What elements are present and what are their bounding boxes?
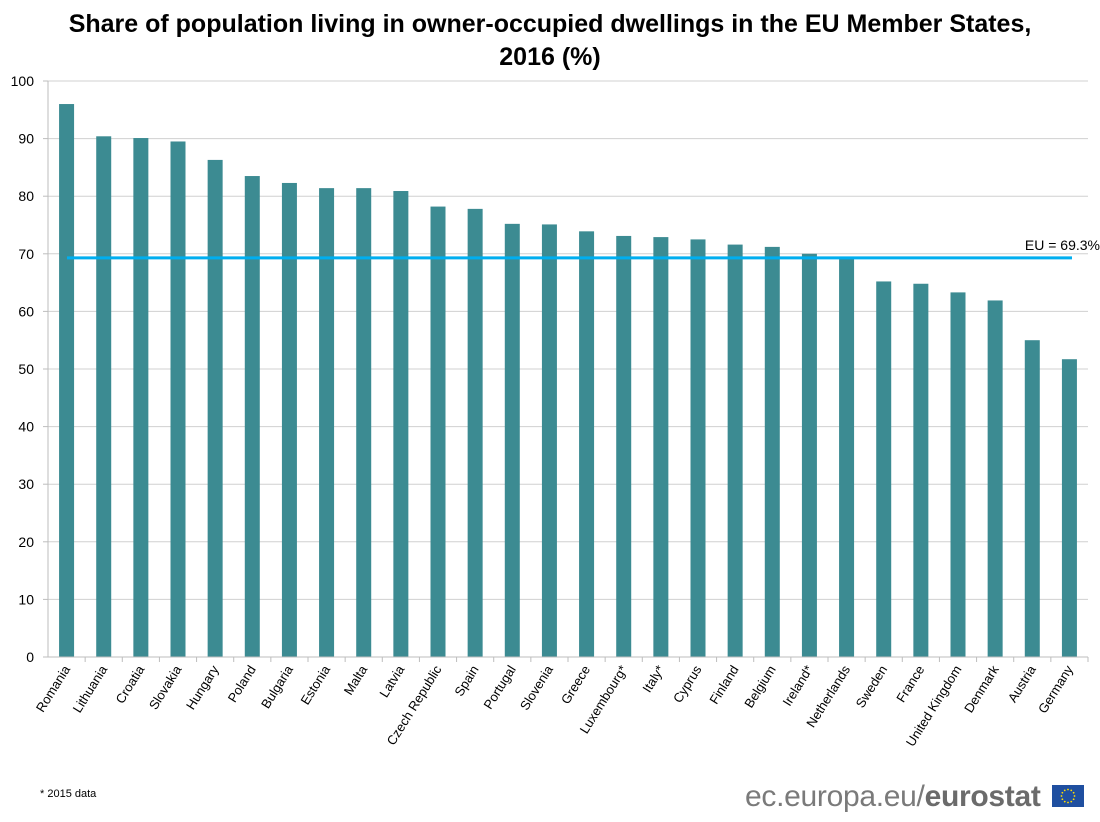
star-icon <box>1073 795 1076 797</box>
footnote: * 2015 data <box>40 788 97 800</box>
x-tick-label: Denmark <box>961 662 1002 715</box>
bar-poland <box>244 176 260 658</box>
x-tick-label: Lithuania <box>70 662 111 715</box>
x-tick-label: Poland <box>225 663 259 705</box>
star-icon <box>1072 798 1075 801</box>
bar-ireland- <box>801 253 817 658</box>
x-tick-label: Italy* <box>639 663 667 695</box>
bar-estonia <box>319 188 335 658</box>
eu-average-label: EU = 69.3% <box>1025 237 1100 253</box>
bar-sweden <box>876 281 892 657</box>
logo-name: eurostat <box>924 780 1041 813</box>
star-icon <box>1060 795 1063 797</box>
x-tick-label: Sweden <box>853 663 891 711</box>
eurostat-logo[interactable]: ec.europa.eu/eurostat <box>745 780 1041 814</box>
bar-slovakia <box>170 141 186 658</box>
chart-title: Share of population living in owner-occu… <box>0 8 1100 74</box>
x-tick-label: Germany <box>1035 662 1076 716</box>
y-tick-label: 40 <box>18 419 34 435</box>
star-icon <box>1067 801 1069 804</box>
bar-belgium <box>764 246 780 657</box>
bar-netherlands <box>839 257 855 657</box>
bar-malta <box>356 188 372 658</box>
y-tick-label: 0 <box>26 649 34 665</box>
bar-croatia <box>133 138 149 658</box>
star-icon <box>1070 800 1073 803</box>
bar-portugal <box>504 223 520 657</box>
y-tick-label: 30 <box>18 476 34 492</box>
chart-title-line2: 2016 (%) <box>499 43 601 71</box>
bar-romania <box>59 104 75 658</box>
x-tick-label: Slovenia <box>517 662 557 713</box>
y-tick-label: 70 <box>18 246 34 262</box>
bar-germany <box>1061 359 1077 657</box>
x-tick-label: Portugal <box>480 663 518 712</box>
x-tick-label: Cyprus <box>670 662 705 705</box>
x-tick-label: Greece <box>558 663 593 707</box>
y-tick-label: 20 <box>18 534 34 550</box>
y-tick-label: 90 <box>18 131 34 147</box>
x-tick-label: Bulgaria <box>258 662 296 711</box>
bar-czech-republic <box>430 206 446 657</box>
star-icon <box>1061 791 1064 794</box>
bar-greece <box>579 231 595 657</box>
eu-flag-icon <box>1052 785 1084 807</box>
star-icon <box>1063 789 1066 792</box>
bar-cyprus <box>690 239 706 657</box>
star-icon <box>1070 789 1073 792</box>
x-tick-label: Hungary <box>183 662 222 712</box>
y-tick-label: 50 <box>18 361 34 377</box>
chart-title-line1: Share of population living in owner-occu… <box>68 10 1032 38</box>
y-tick-label: 60 <box>18 303 34 319</box>
x-tick-label: France <box>893 663 927 705</box>
bar-bulgaria <box>281 182 297 657</box>
x-tick-label: Malta <box>341 662 371 698</box>
star-icon <box>1067 788 1069 791</box>
bar-united-kingdom <box>950 292 966 657</box>
x-tick-label: Latvia <box>376 662 408 700</box>
x-tick-label: Slovakia <box>146 662 185 712</box>
bar-spain <box>467 208 483 657</box>
bar-denmark <box>987 300 1003 657</box>
y-tick-label: 80 <box>18 188 34 204</box>
star-icon <box>1061 798 1064 801</box>
bar-austria <box>1024 340 1040 657</box>
x-tick-label: Croatia <box>112 662 147 706</box>
x-tick-label: Romania <box>33 662 74 715</box>
x-tick-label: Austria <box>1005 662 1040 705</box>
x-tick-label: Estonia <box>297 662 333 707</box>
bar-italy- <box>653 237 669 657</box>
star-icon <box>1072 791 1075 794</box>
bar-lithuania <box>96 136 112 657</box>
bar-latvia <box>393 191 409 658</box>
x-tick-label: Finland <box>706 663 741 707</box>
y-tick-label: 100 <box>11 73 35 89</box>
bar-luxembourg- <box>616 235 632 657</box>
logo-site: ec.europa.eu/ <box>745 780 925 813</box>
x-tick-label: Belgium <box>741 663 779 711</box>
bar-hungary <box>207 159 223 658</box>
bar-slovenia <box>541 224 557 657</box>
y-tick-label: 10 <box>18 591 34 607</box>
x-tick-label: Spain <box>451 663 481 699</box>
star-icon <box>1063 800 1066 803</box>
x-tick-label: Ireland* <box>780 663 816 709</box>
bar-france <box>913 283 929 657</box>
bar-finland <box>727 244 743 658</box>
